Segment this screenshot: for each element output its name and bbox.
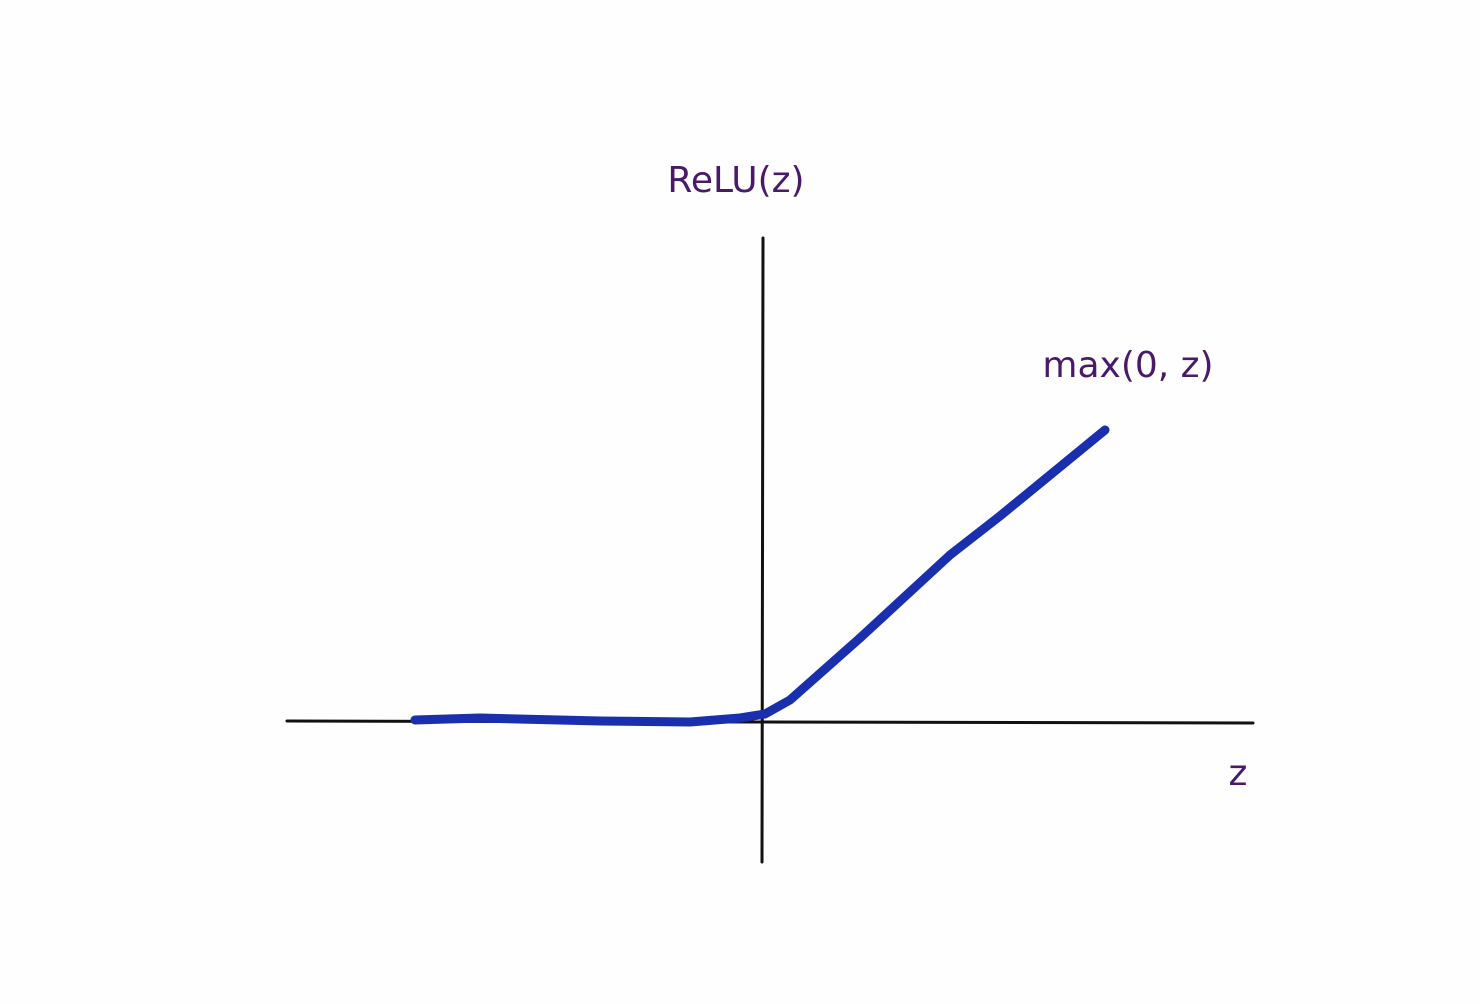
- y-axis: [760, 236, 765, 864]
- relu-curve: [410, 425, 1110, 727]
- curve-label: max(0, z): [1042, 345, 1213, 386]
- x-axis-label: z: [1229, 753, 1248, 794]
- y-axis-label: ReLU(z): [667, 160, 804, 201]
